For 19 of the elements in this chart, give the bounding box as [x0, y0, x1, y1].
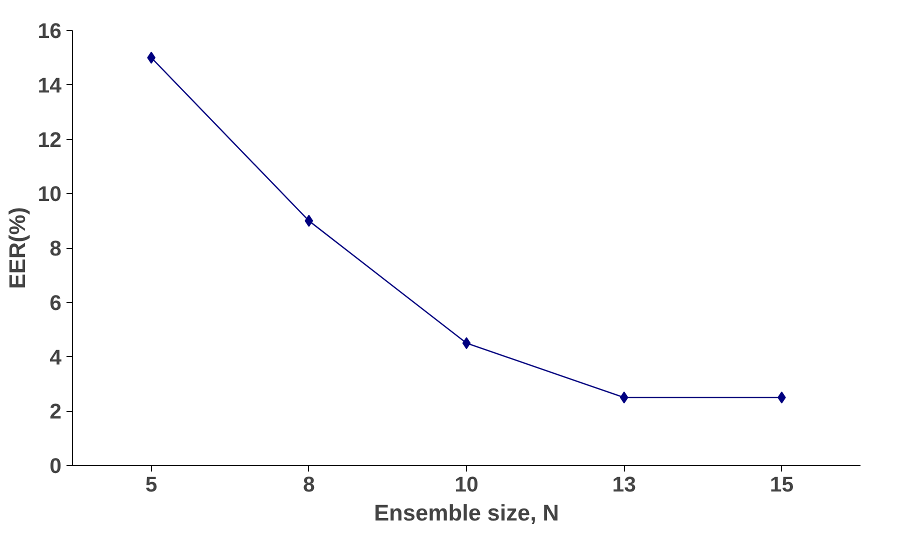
- x-tick-label: 13: [612, 472, 636, 496]
- y-tick-label: 8: [50, 236, 62, 260]
- y-tick-label: 0: [50, 454, 62, 478]
- x-tick-label: 10: [454, 472, 478, 496]
- x-tick-label: 5: [145, 472, 158, 496]
- y-tick-label: 4: [50, 345, 62, 370]
- point: [462, 337, 471, 350]
- y-tick-label: 2: [50, 400, 62, 424]
- y-tick-label: 16: [38, 19, 62, 43]
- y-tick-label: 14: [38, 73, 62, 98]
- x-tick-label: 15: [770, 472, 794, 496]
- y-tick-label: 12: [38, 128, 62, 152]
- x-tick-label: 8: [302, 472, 315, 496]
- y-tick-label: 6: [50, 290, 62, 315]
- point: [304, 214, 314, 227]
- point: [620, 392, 628, 404]
- y-axis-title: EER(%): [4, 207, 30, 289]
- y-tick-label: 10: [38, 182, 62, 206]
- x-axis-title: Ensemble size, N: [374, 500, 560, 526]
